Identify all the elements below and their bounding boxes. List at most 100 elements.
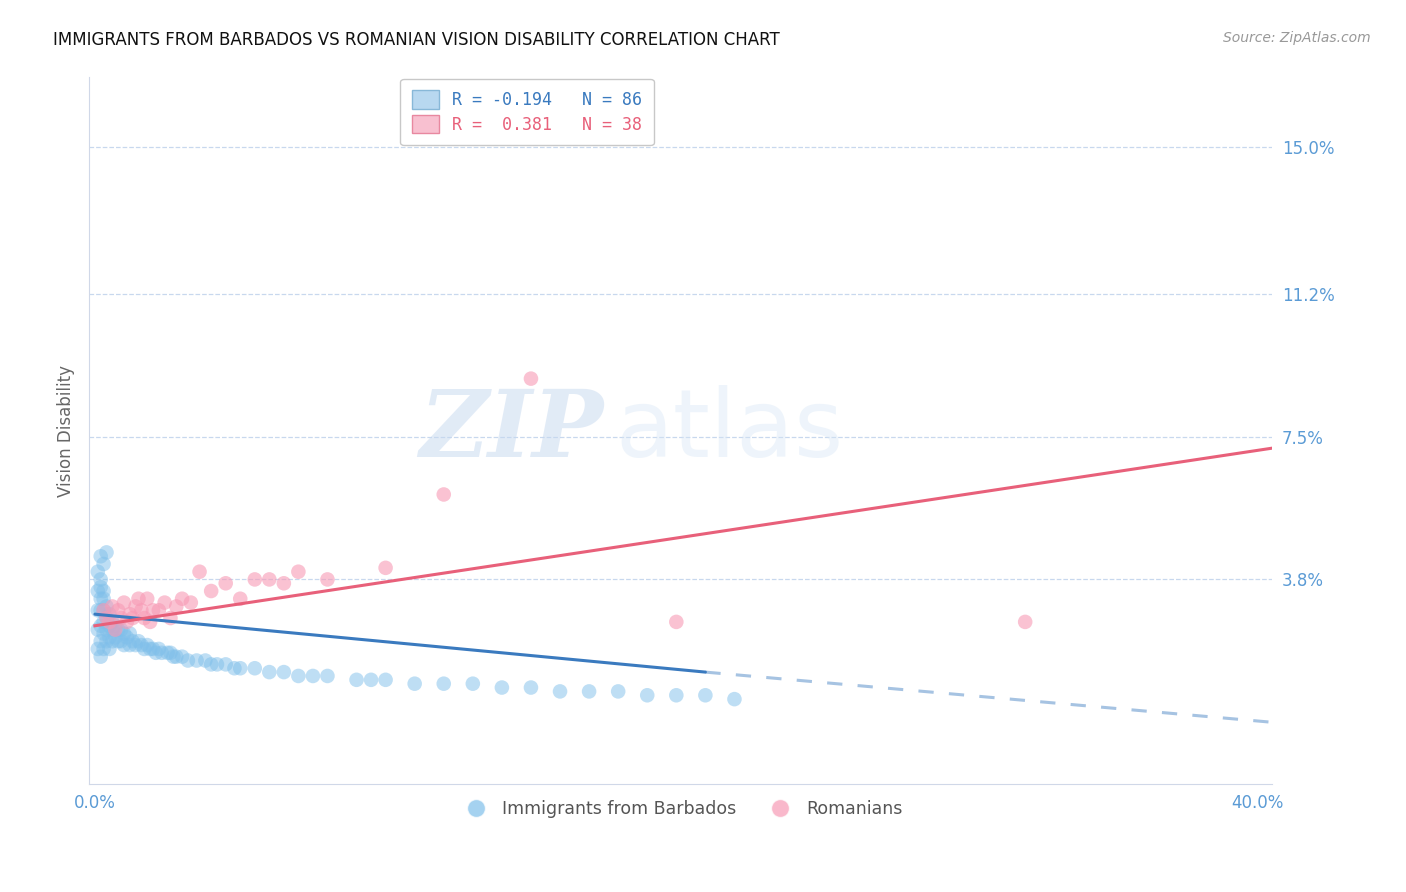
Point [87,642,110,657]
Point [139,615,162,629]
Point [205,657,228,672]
Point [136,591,159,606]
Point [98,615,121,629]
Point [194,653,217,667]
Point [491,681,513,695]
Point [360,673,382,687]
Point [110,623,132,637]
Point [159,646,181,660]
Point [90,634,112,648]
Point [433,676,456,690]
Point [695,688,717,702]
Point [93,615,115,629]
Point [93,603,115,617]
Point [96,545,118,559]
Point [229,591,252,606]
Point [145,646,167,660]
Point [104,619,127,633]
Text: Source: ZipAtlas.com: Source: ZipAtlas.com [1223,31,1371,45]
Point [121,634,143,648]
Point [259,573,281,587]
Point [172,649,194,664]
Point [93,557,115,571]
Point [104,631,127,645]
Point [98,607,121,622]
Point [188,565,211,579]
Point [224,661,246,675]
Point [607,684,630,698]
Point [87,565,110,579]
Legend: Immigrants from Barbados, Romanians: Immigrants from Barbados, Romanians [451,793,910,825]
Point [127,591,149,606]
Point [110,634,132,648]
Point [131,603,153,617]
Point [520,681,543,695]
Point [159,611,181,625]
Point [101,599,124,614]
Point [127,634,149,648]
Point [259,665,281,679]
Point [165,649,187,664]
Point [374,561,396,575]
Point [665,615,688,629]
Point [115,615,138,629]
Point [87,603,110,617]
Point [229,661,252,675]
Point [136,638,159,652]
Point [107,623,129,637]
Point [180,596,202,610]
Point [96,611,118,625]
Point [215,576,238,591]
Text: atlas: atlas [616,384,844,476]
Point [134,611,156,625]
Point [142,642,165,657]
Point [93,642,115,657]
Point [96,611,118,625]
Point [90,619,112,633]
Point [177,653,200,667]
Point [1014,615,1036,629]
Point [134,642,156,657]
Point [287,669,309,683]
Point [200,657,222,672]
Point [124,638,146,652]
Point [186,653,208,667]
Point [96,623,118,637]
Point [142,603,165,617]
Point [112,638,135,652]
Point [124,599,146,614]
Point [215,657,238,672]
Point [118,638,141,652]
Point [90,603,112,617]
Point [115,631,138,645]
Point [273,576,295,591]
Point [107,634,129,648]
Point [287,565,309,579]
Point [90,580,112,594]
Point [520,371,543,385]
Point [104,623,127,637]
Point [404,676,426,690]
Point [200,584,222,599]
Point [153,596,176,610]
Point [107,603,129,617]
Point [93,603,115,617]
Point [243,573,266,587]
Point [578,684,600,698]
Y-axis label: Vision Disability: Vision Disability [58,365,75,497]
Point [118,607,141,622]
Point [93,626,115,640]
Point [93,591,115,606]
Point [98,619,121,633]
Point [165,599,187,614]
Point [101,615,124,629]
Point [96,599,118,614]
Point [162,649,184,664]
Point [90,591,112,606]
Point [98,631,121,645]
Point [121,611,143,625]
Point [150,646,173,660]
Point [131,638,153,652]
Point [723,692,745,706]
Point [110,611,132,625]
